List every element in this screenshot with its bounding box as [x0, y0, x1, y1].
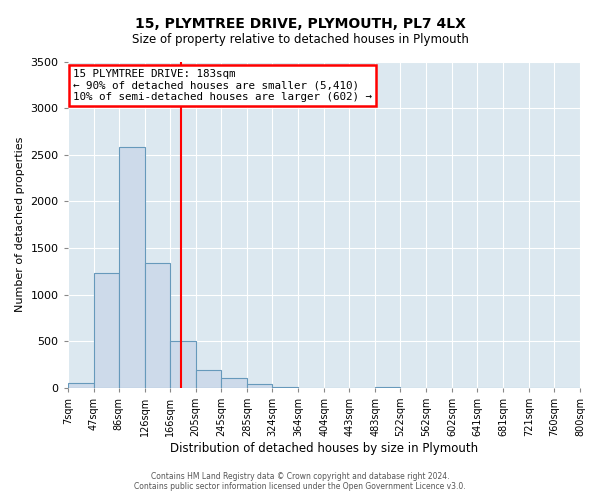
Bar — [221, 378, 247, 388]
Bar — [68, 384, 94, 388]
Text: 15 PLYMTREE DRIVE: 183sqm
← 90% of detached houses are smaller (5,410)
10% of se: 15 PLYMTREE DRIVE: 183sqm ← 90% of detac… — [73, 69, 372, 102]
Bar — [247, 384, 272, 388]
Bar — [94, 273, 119, 388]
Text: Size of property relative to detached houses in Plymouth: Size of property relative to detached ho… — [131, 32, 469, 46]
Bar — [119, 148, 145, 388]
Text: 15, PLYMTREE DRIVE, PLYMOUTH, PL7 4LX: 15, PLYMTREE DRIVE, PLYMOUTH, PL7 4LX — [134, 18, 466, 32]
Y-axis label: Number of detached properties: Number of detached properties — [15, 137, 25, 312]
Bar — [196, 370, 221, 388]
Bar — [272, 387, 298, 388]
Bar — [145, 263, 170, 388]
Bar — [170, 342, 196, 388]
Text: Contains HM Land Registry data © Crown copyright and database right 2024.
Contai: Contains HM Land Registry data © Crown c… — [134, 472, 466, 491]
X-axis label: Distribution of detached houses by size in Plymouth: Distribution of detached houses by size … — [170, 442, 478, 455]
